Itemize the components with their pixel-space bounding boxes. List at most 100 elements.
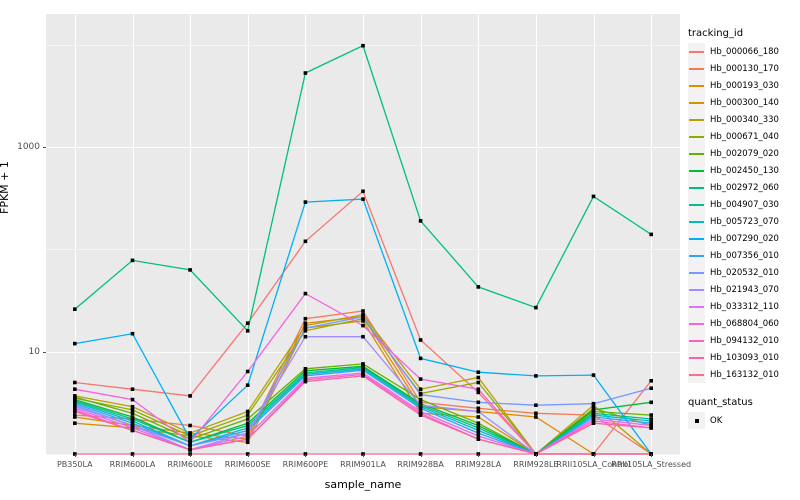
- data-point: [188, 440, 192, 445]
- data-point: [73, 413, 77, 417]
- data-point: [73, 380, 77, 385]
- data-point: [130, 423, 135, 428]
- data-point: [476, 409, 481, 414]
- data-point: [649, 400, 653, 405]
- legend-item-label: Hb_000340_330: [710, 114, 779, 125]
- data-point: [130, 452, 135, 456]
- horizontal-gridline: [46, 351, 680, 353]
- plot-panel: [46, 14, 680, 456]
- x-tick-mark: [363, 454, 364, 457]
- data-point: [591, 413, 596, 417]
- legend-item-label: Hb_000066_180: [710, 46, 779, 57]
- legend-color-swatch: [688, 264, 705, 281]
- legend-item-label: Hb_002972_060: [710, 182, 779, 193]
- data-point: [591, 194, 596, 199]
- legend-item[interactable]: Hb_007356_010: [688, 247, 800, 264]
- legend-item[interactable]: Hb_068804_060: [688, 315, 800, 332]
- data-point: [130, 419, 135, 423]
- data-point: [130, 404, 135, 409]
- series-layer: [73, 43, 653, 456]
- data-point: [73, 307, 77, 311]
- legend-item[interactable]: Hb_007290_020: [688, 230, 800, 247]
- x-tick-label: PB350LA: [56, 460, 93, 469]
- legend-item[interactable]: Hb_033312_110: [688, 298, 800, 315]
- data-point: [649, 419, 653, 423]
- data-point: [361, 314, 365, 319]
- data-point: [534, 411, 538, 416]
- data-point: [476, 426, 481, 430]
- legend-color-swatch: [688, 60, 705, 77]
- data-point: [245, 329, 250, 333]
- data-point: [476, 423, 481, 428]
- legend-item-label: Hb_163132_010: [710, 369, 779, 380]
- data-point: [303, 367, 308, 371]
- legend-color-swatch: [688, 77, 705, 94]
- data-point: [361, 43, 365, 48]
- x-tick-label: RRIM928BA: [397, 460, 444, 469]
- x-tick-mark: [132, 454, 134, 457]
- data-point: [476, 285, 481, 289]
- legend-item[interactable]: Hb_000671_040: [688, 128, 800, 145]
- legend-item[interactable]: Hb_020532_010: [688, 264, 800, 281]
- legend-item[interactable]: Hb_000193_030: [688, 77, 800, 94]
- data-point: [476, 415, 481, 419]
- y-tick-mark: [43, 147, 46, 149]
- data-point: [188, 434, 192, 438]
- data-point: [418, 387, 423, 391]
- legend-quant-status: quant_status OK: [688, 397, 800, 429]
- x-tick-mark: [74, 454, 76, 457]
- data-point: [649, 386, 653, 390]
- x-tick-label: RRII105LA_Control: [556, 460, 631, 469]
- data-point: [188, 444, 192, 448]
- vertical-gridline: [478, 14, 480, 454]
- data-point: [245, 437, 250, 441]
- data-point: [591, 417, 596, 421]
- legend-item[interactable]: Hb_021943_070: [688, 281, 800, 298]
- legend-item-label: Hb_005723_070: [710, 216, 779, 227]
- legend-item[interactable]: Hb_163132_010: [688, 366, 800, 383]
- legend-item-label: Hb_002450_130: [710, 165, 779, 176]
- legend-item[interactable]: Hb_002079_020: [688, 145, 800, 162]
- legend-item[interactable]: Hb_103093_010: [688, 349, 800, 366]
- data-point: [303, 323, 308, 328]
- data-point: [245, 409, 250, 414]
- data-point: [476, 428, 481, 433]
- series-line: [74, 368, 652, 455]
- series-line: [74, 365, 652, 455]
- series-line: [74, 366, 652, 455]
- data-point: [476, 421, 481, 425]
- data-point: [361, 309, 365, 313]
- x-tick-mark: [535, 454, 537, 457]
- data-point: [361, 368, 365, 372]
- legend-item[interactable]: Hb_094132_010: [688, 332, 800, 349]
- data-point: [73, 395, 77, 399]
- data-point: [303, 369, 308, 373]
- y-axis-title: FPKM + 1: [0, 161, 11, 214]
- legend-item-label: Hb_000671_040: [710, 131, 779, 142]
- data-point: [130, 331, 135, 336]
- data-point: [303, 334, 308, 339]
- data-point: [303, 200, 308, 204]
- legend-item-label: Hb_103093_010: [710, 352, 779, 363]
- legend-item[interactable]: Hb_004907_030: [688, 196, 800, 213]
- data-point: [649, 417, 653, 421]
- legend-item[interactable]: Hb_000130_170: [688, 60, 800, 77]
- data-point: [649, 379, 653, 383]
- legend-item[interactable]: Hb_005723_070: [688, 213, 800, 230]
- legend-color-swatch: [688, 315, 705, 332]
- data-point: [476, 434, 481, 438]
- legend-items: Hb_000066_180 Hb_000130_170 Hb_000193_030 H…: [688, 43, 800, 383]
- legend-item[interactable]: Hb_002972_060: [688, 179, 800, 196]
- x-tick-label: RRIM600PE: [282, 460, 329, 469]
- legend-item[interactable]: OK: [688, 412, 800, 429]
- legend-item[interactable]: Hb_000300_140: [688, 94, 800, 111]
- legend-item[interactable]: Hb_000066_180: [688, 43, 800, 60]
- legend-item[interactable]: Hb_000340_330: [688, 111, 800, 128]
- y-tick-label: 10: [28, 346, 40, 357]
- data-point: [649, 413, 653, 417]
- legend-color-swatch: [688, 332, 705, 349]
- data-point: [188, 423, 192, 428]
- legend-item[interactable]: Hb_002450_130: [688, 162, 800, 179]
- x-tick-label: RRIM600SE: [224, 460, 271, 469]
- data-point: [188, 437, 192, 441]
